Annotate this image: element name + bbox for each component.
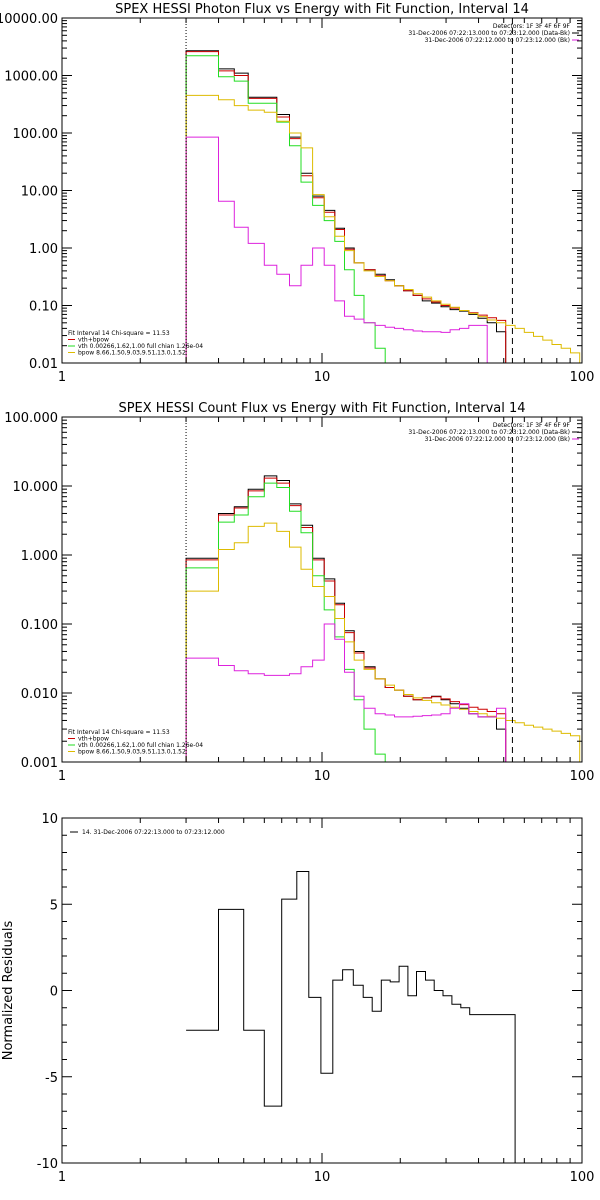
y-tick-label: 10	[41, 812, 58, 827]
y-axis-label: Normalized Residuals	[1, 921, 16, 1061]
series-group	[186, 871, 516, 1163]
y-tick-label: 100.00	[13, 127, 59, 142]
legend-entry: Detectors: 1F 3F 4F 6F 9F	[493, 422, 571, 429]
chart-title: SPEX HESSI Photon Flux vs Energy with Fi…	[115, 2, 529, 17]
y-tick-label: 1000.00	[4, 70, 58, 85]
plot-frame	[61, 817, 583, 1164]
legend-entry: Fit Interval 14 Chi-square = 11.53	[68, 729, 170, 736]
x-axis: 1 10 100	[58, 18, 595, 385]
plot-frame	[61, 416, 583, 763]
series-group	[185, 475, 581, 762]
x-tick-label: 1	[58, 370, 66, 385]
y-tick-label: 10.000	[13, 480, 59, 495]
series-residuals-line	[186, 871, 516, 1163]
series-bkg-line	[185, 136, 488, 363]
y-tick-label: 0.100	[21, 618, 58, 633]
y-tick-label: 10000.00	[0, 12, 58, 27]
series-vth-bpow-line	[185, 477, 507, 762]
photon-flux-panel: SPEX HESSI Photon Flux vs Energy with Fi…	[0, 2, 594, 385]
y-axis: -10 -5 0 5 10	[37, 812, 582, 1172]
legend-entry: vth 0.00266,1.62,1.00 full chian 1.26e-0…	[78, 742, 203, 749]
x-tick-label: 1	[58, 769, 66, 784]
y-tick-label: 100.000	[4, 411, 58, 426]
legend-entry: vth 0.00266,1.62,1.00 full chian 1.26e-0…	[78, 343, 203, 350]
legend-entry: vth+bpow	[78, 736, 109, 743]
legend-entry: 31-Dec-2006 07:22:13.000 to 07:23:12.000…	[408, 30, 570, 37]
chart-title: SPEX HESSI Count Flux vs Energy with Fit…	[118, 401, 525, 416]
y-tick-label: 0.001	[21, 756, 58, 771]
series-vth-line	[185, 55, 395, 363]
legend-entry: 31-Dec-2006 07:22:13.000 to 07:23:12.000…	[408, 429, 570, 436]
y-tick-label: 10.00	[21, 185, 58, 200]
count-flux-panel: SPEX HESSI Count Flux vs Energy with Fit…	[4, 401, 594, 784]
series-vth-line	[185, 482, 386, 762]
legend-entry: bpow 8.66,1.50,9.03,9.51,13.0,1.52	[78, 350, 186, 357]
x-tick-label: 10	[314, 769, 331, 784]
y-tick-label: -10	[37, 1157, 58, 1172]
legend-entry: vth+bpow	[78, 337, 109, 344]
y-tick-label: -5	[45, 1071, 58, 1086]
y-axis: 0.001 0.010 0.100 1.000 10.000 100.000	[4, 411, 582, 771]
legend-entry: bpow 8.66,1.50,9.03,9.51,13.0,1.52	[78, 749, 186, 756]
y-axis: 0.01 0.10 1.00 10.00 100.00 1000.00 10000.00	[0, 12, 582, 372]
plot-frame	[61, 17, 583, 364]
legend-entry: Fit Interval 14 Chi-square = 11.53	[68, 330, 170, 337]
series-bpow-line	[185, 94, 581, 363]
series-bpow-line	[185, 522, 581, 762]
legend-entry: 31-Dec-2006 07:22:12.000 to 07:23:12.000…	[425, 37, 570, 44]
residuals-panel: 1 10 100 -10 -5 0 5 10 Normalized Residuals 14. 3…	[1, 812, 594, 1185]
y-tick-label: 5	[50, 898, 58, 913]
legend-entry: 14. 31-Dec-2006 07:22:13.000 to 07:23:12…	[82, 829, 225, 836]
x-axis: 1 10 100	[58, 818, 595, 1185]
series-group	[185, 50, 581, 363]
legend-entry: Detectors: 1F 3F 4F 6F 9F	[493, 23, 571, 30]
x-tick-label: 100	[570, 769, 595, 784]
legend-entry: 31-Dec-2006 07:22:12.000 to 07:23:12.000…	[425, 436, 570, 443]
x-tick-label: 100	[570, 370, 595, 385]
y-tick-label: 1.00	[29, 242, 58, 257]
y-tick-label: 0.10	[29, 300, 58, 315]
series-bkg-line	[185, 623, 507, 762]
x-tick-label: 100	[570, 1170, 595, 1185]
x-tick-label: 1	[58, 1170, 66, 1185]
x-axis: 1 10 100	[58, 417, 595, 784]
legend: 14. 31-Dec-2006 07:22:13.000 to 07:23:12…	[70, 829, 225, 836]
y-tick-label: 0	[50, 985, 58, 1000]
y-tick-label: 0.01	[29, 357, 58, 372]
x-tick-label: 10	[314, 1170, 331, 1185]
x-tick-label: 10	[314, 370, 331, 385]
y-tick-label: 1.000	[21, 549, 58, 564]
y-tick-label: 0.010	[21, 687, 58, 702]
